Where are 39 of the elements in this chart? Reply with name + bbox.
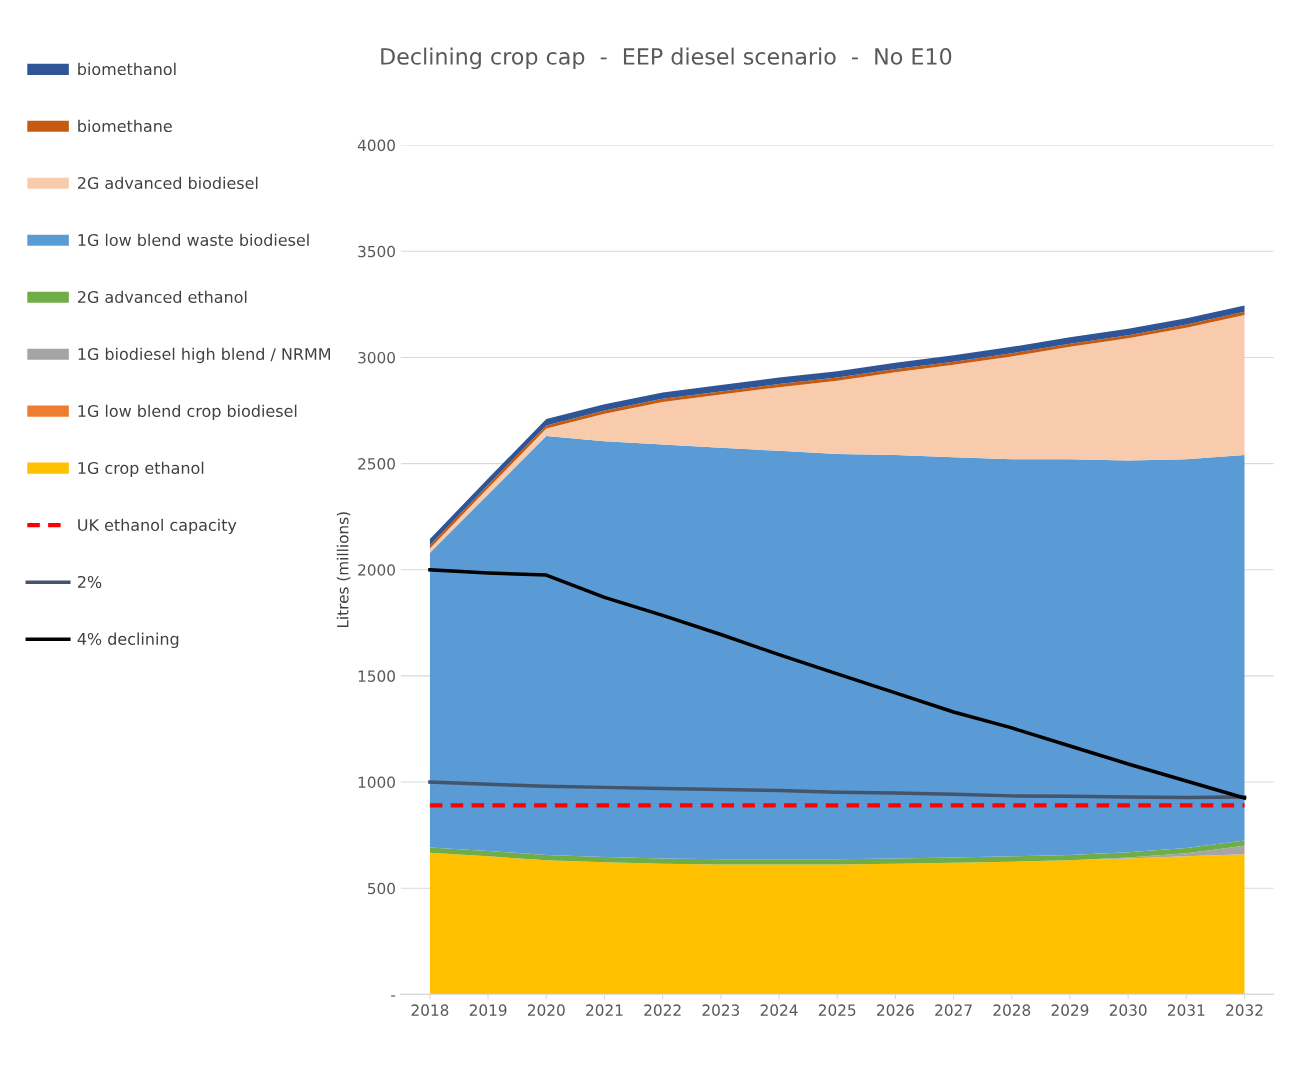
x-tick-label: 2025	[818, 1004, 856, 1016]
x-tick-label: 2023	[702, 1004, 740, 1016]
y-tick-label: 3000	[358, 351, 395, 364]
y-tick-label: 2500	[358, 458, 395, 470]
x-tick-label: 2021	[586, 1004, 623, 1016]
x-tick-label: 2029	[1051, 1004, 1089, 1016]
legend-label: biomethane	[78, 119, 172, 133]
x-tick-label: 2018	[411, 1004, 449, 1016]
x-tick-label: 2027	[935, 1004, 972, 1016]
x-tick-label: 2024	[760, 1004, 798, 1016]
legend-label: 1G low blend crop biodiesel	[78, 404, 297, 421]
line-series	[428, 568, 1247, 800]
x-tick-label: 2022	[644, 1004, 681, 1016]
x-tick-label: 2020	[527, 1004, 565, 1016]
legend-label: 2%	[77, 575, 102, 588]
x-tick-label: 2028	[993, 1004, 1031, 1016]
line-series	[428, 780, 1247, 800]
y-tick-label: 1000	[358, 776, 395, 789]
x-tick-label: 2026	[877, 1004, 914, 1016]
y-tick-label: 1500	[358, 670, 395, 682]
legend-label: 2G advanced ethanol	[77, 290, 247, 304]
y-tick-label: 500	[367, 882, 395, 895]
x-tick-label: 2031	[1168, 1004, 1205, 1016]
y-axis-title: Litres (millions)	[336, 512, 351, 628]
chart-title: Declining crop cap - EEP diesel scenario - No E10	[381, 47, 952, 70]
y-tick-label: -	[391, 995, 396, 997]
legend-label: 1G crop ethanol	[78, 461, 204, 478]
y-tick-label: 2000	[358, 564, 395, 576]
y-tick-label: 4000	[357, 139, 395, 152]
legend-label: biomethanol	[78, 62, 176, 76]
legend-label: 4% declining	[77, 632, 179, 649]
legend-label: 1G low blend waste biodiesel	[78, 233, 309, 247]
x-tick-label: 2030	[1109, 1004, 1147, 1016]
legend-label: 2G advanced biodiesel	[77, 176, 258, 190]
legend-label: UK ethanol capacity	[78, 518, 237, 535]
x-tick-label: 2032	[1226, 1004, 1263, 1016]
y-tick-label: 3500	[358, 245, 395, 258]
x-tick-label: 2019	[469, 1004, 507, 1016]
legend-label: 1G biodiesel high blend / NRMM	[78, 347, 330, 364]
